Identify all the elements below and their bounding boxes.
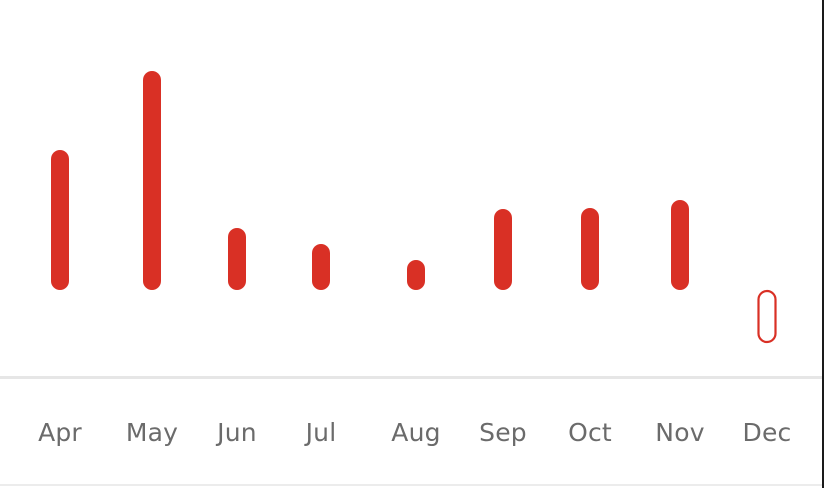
month-label-sep[interactable]: Sep xyxy=(479,418,527,447)
bar-jun[interactable] xyxy=(228,228,246,290)
month-label-dec[interactable]: Dec xyxy=(742,418,792,447)
month-label-may[interactable]: May xyxy=(125,418,179,447)
bottom-divider xyxy=(0,484,822,486)
usage-bar-chart xyxy=(51,71,777,344)
bar-sep[interactable] xyxy=(494,209,512,290)
month-label-oct[interactable]: Oct xyxy=(568,418,612,447)
month-label-nov[interactable]: Nov xyxy=(655,418,705,447)
month-label-apr[interactable]: Apr xyxy=(38,418,82,447)
bar-may[interactable] xyxy=(143,71,161,290)
bar-apr[interactable] xyxy=(51,150,69,290)
bar-chart-svg xyxy=(51,71,777,344)
month-label-jul[interactable]: Jul xyxy=(305,418,337,447)
month-label-jun[interactable]: Jun xyxy=(217,418,257,447)
month-axis: Apr May Jun Jul Aug Sep Oct Nov Dec xyxy=(0,418,822,458)
bar-oct[interactable] xyxy=(581,208,599,290)
window-edge xyxy=(822,0,824,488)
chart-divider xyxy=(0,376,822,379)
bar-dec[interactable] xyxy=(757,289,777,344)
month-label-aug[interactable]: Aug xyxy=(391,418,441,447)
bar-nov[interactable] xyxy=(671,200,689,290)
bar-jul[interactable] xyxy=(312,244,330,290)
bar-aug[interactable] xyxy=(407,260,425,290)
